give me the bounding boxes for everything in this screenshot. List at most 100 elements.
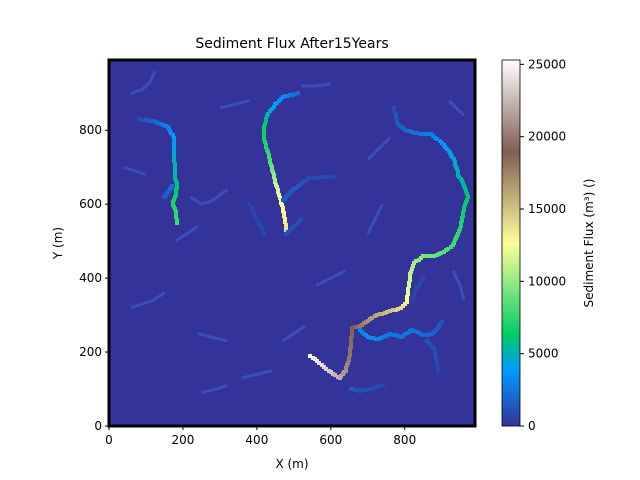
y-axis: 0 200 400 600 800 [79, 123, 109, 433]
x-tick-label: 400 [245, 433, 268, 447]
heatmap-cell [174, 215, 178, 219]
heatmap-cell [452, 241, 456, 245]
heatmap-cell [151, 119, 155, 123]
heatmap-cell [456, 173, 460, 177]
heatmap-cell [349, 342, 353, 346]
y-tick-label: 400 [79, 271, 102, 285]
heatmap-cell [374, 337, 378, 341]
heatmap-cell [254, 215, 258, 219]
heatmap-cell [172, 153, 176, 157]
heatmap-cell [394, 116, 398, 120]
colorbar-label: Sediment Flux (m³) () [582, 179, 596, 308]
heatmap-cell [257, 222, 261, 226]
heatmap-cell [173, 174, 177, 178]
heatmap-cell [272, 105, 276, 109]
faint-channel [451, 270, 466, 301]
heatmap-cell [173, 165, 177, 169]
heatmap-cell [317, 361, 321, 365]
faint-channel [366, 203, 384, 235]
heatmap-cell [464, 189, 468, 193]
heatmap-cell [435, 360, 439, 364]
heatmap-cell [315, 176, 319, 180]
heatmap-cell [262, 130, 266, 134]
heatmap-cell [263, 140, 267, 144]
heatmap-cell [421, 254, 425, 258]
heatmap-cell [148, 119, 152, 123]
heatmap-cell [385, 310, 389, 314]
heatmap-cell [403, 332, 407, 336]
heatmap-cell [269, 163, 273, 167]
heatmap-cell [159, 122, 163, 126]
heatmap-cell [137, 117, 141, 121]
heatmap-cell [458, 227, 462, 231]
heatmap-cell [465, 198, 469, 202]
plot-frame [107, 58, 477, 428]
heatmap-cell [395, 121, 399, 125]
heatmap-cell [348, 350, 352, 354]
heatmap-cells [137, 91, 470, 393]
heatmap-cell [420, 278, 424, 282]
heatmap-cell [349, 345, 353, 349]
heatmap-cell [296, 91, 300, 95]
colorbar-tick-label: 0 [528, 419, 536, 433]
colorbar-tick-label: 15000 [528, 202, 566, 216]
heatmap-cell [288, 93, 292, 97]
heatmap-cell [364, 388, 368, 392]
heatmap-cell [318, 175, 322, 179]
heatmap-cell [435, 363, 439, 367]
heatmap-cell [172, 159, 176, 163]
heatmap-cell [408, 275, 412, 279]
heatmap-cell [406, 287, 410, 291]
heatmap-cell [175, 184, 179, 188]
heatmap-cell [279, 201, 283, 205]
heatmap-cell [429, 132, 433, 136]
x-tick-label: 0 [105, 433, 113, 447]
heatmap-cell [172, 198, 176, 202]
heatmap-cell [140, 118, 144, 122]
heatmap-cell [348, 353, 352, 357]
heatmap-cell [388, 309, 392, 313]
x-tick-label: 800 [393, 433, 416, 447]
heatmap-cell [172, 150, 176, 154]
heatmap-cell [440, 320, 444, 324]
heatmap-cell [350, 334, 354, 338]
heatmap-cell [436, 366, 440, 370]
faint-channel [366, 136, 392, 161]
heatmap-cell [293, 92, 297, 96]
heatmap-cell [249, 205, 253, 209]
heatmap-cell [366, 335, 370, 339]
faint-channel [130, 70, 157, 95]
heatmap-cell [344, 369, 348, 373]
heatmap-cell [408, 129, 412, 133]
heatmap-cell [171, 203, 175, 207]
x-tick-label: 200 [171, 433, 194, 447]
heatmap-cell [369, 387, 373, 391]
heatmap-cell [466, 195, 470, 199]
faint-channel [219, 99, 250, 110]
heatmap-cell [396, 307, 400, 311]
heatmap-cell [378, 384, 382, 388]
heatmap-cell [375, 313, 379, 317]
heatmap-cell [346, 361, 350, 365]
heatmap-cell [267, 153, 271, 157]
heatmap-cell [330, 175, 334, 179]
heatmap-cell [170, 184, 174, 188]
heatmap-cell [172, 139, 176, 143]
heatmap-cell [172, 145, 176, 149]
heatmap-cell [446, 247, 450, 251]
heatmap-cell [380, 312, 384, 316]
heatmap-cell [358, 389, 362, 393]
heatmap-cell [307, 176, 311, 180]
heatmap-cell [432, 346, 436, 350]
heatmap-cell [175, 218, 179, 222]
heatmap-cell [260, 227, 264, 231]
colorbar-ticks: 0 5000 10000 15000 20000 25000 [520, 57, 566, 433]
heatmap-cell [460, 219, 464, 223]
heatmap-cell [302, 179, 306, 183]
heatmap-cell [154, 120, 158, 124]
x-axis-label: X (m) [275, 457, 308, 471]
colorbar-gradient [501, 59, 521, 427]
heatmap-cell [410, 298, 414, 302]
heatmap-cell [266, 112, 270, 116]
heatmap-cell [173, 168, 177, 172]
